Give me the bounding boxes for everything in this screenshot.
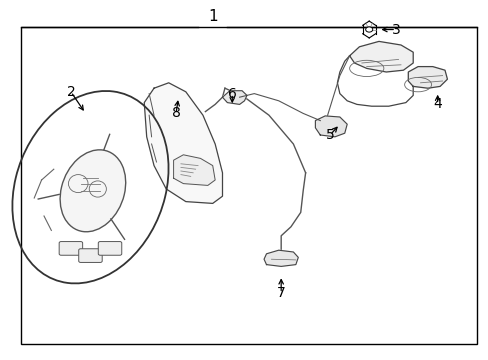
Text: 1: 1 bbox=[207, 9, 217, 24]
Polygon shape bbox=[144, 83, 222, 203]
Circle shape bbox=[365, 27, 372, 32]
Polygon shape bbox=[222, 91, 246, 104]
FancyBboxPatch shape bbox=[98, 242, 122, 255]
Polygon shape bbox=[349, 41, 412, 72]
Text: 5: 5 bbox=[325, 128, 334, 142]
FancyBboxPatch shape bbox=[79, 249, 102, 262]
Polygon shape bbox=[407, 67, 447, 88]
Polygon shape bbox=[264, 250, 298, 266]
Polygon shape bbox=[315, 116, 346, 137]
Text: 3: 3 bbox=[391, 23, 400, 36]
Text: 2: 2 bbox=[66, 85, 75, 99]
Polygon shape bbox=[173, 155, 215, 185]
Bar bbox=[20, 27, 476, 344]
FancyBboxPatch shape bbox=[59, 242, 82, 255]
Text: 4: 4 bbox=[432, 98, 441, 111]
Text: 7: 7 bbox=[276, 287, 285, 300]
Text: 8: 8 bbox=[171, 107, 180, 120]
Ellipse shape bbox=[60, 150, 125, 232]
Text: 6: 6 bbox=[227, 87, 236, 100]
